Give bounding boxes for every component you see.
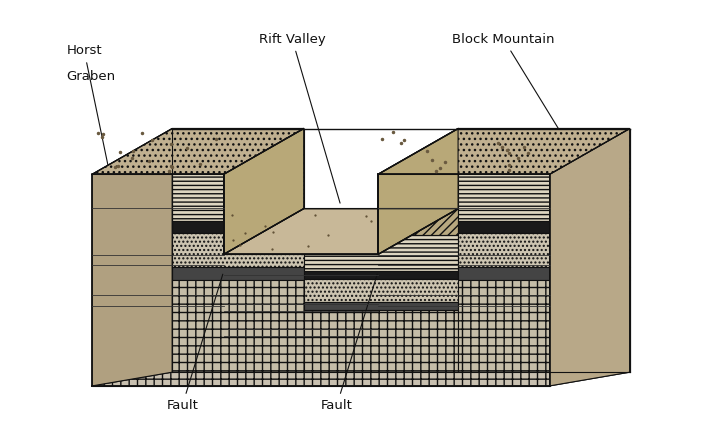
Polygon shape bbox=[458, 267, 629, 280]
Polygon shape bbox=[378, 255, 550, 265]
Polygon shape bbox=[92, 295, 223, 305]
Polygon shape bbox=[378, 305, 550, 386]
Polygon shape bbox=[378, 295, 550, 305]
Polygon shape bbox=[92, 129, 304, 174]
Polygon shape bbox=[304, 235, 458, 271]
Polygon shape bbox=[304, 302, 458, 310]
Polygon shape bbox=[172, 267, 304, 280]
Text: Horst: Horst bbox=[67, 44, 109, 169]
Text: Rift Valley: Rift Valley bbox=[259, 33, 340, 203]
Polygon shape bbox=[378, 208, 550, 255]
Polygon shape bbox=[92, 174, 223, 208]
Polygon shape bbox=[172, 280, 304, 372]
Text: Fault: Fault bbox=[321, 274, 377, 412]
Polygon shape bbox=[172, 221, 304, 233]
Polygon shape bbox=[304, 271, 458, 279]
Polygon shape bbox=[304, 279, 458, 302]
Polygon shape bbox=[458, 221, 629, 233]
Polygon shape bbox=[458, 168, 629, 221]
Polygon shape bbox=[92, 255, 223, 265]
Polygon shape bbox=[223, 129, 304, 254]
Polygon shape bbox=[458, 280, 629, 372]
Polygon shape bbox=[378, 129, 458, 254]
Polygon shape bbox=[223, 311, 378, 330]
Polygon shape bbox=[223, 209, 458, 254]
Polygon shape bbox=[458, 233, 629, 267]
Polygon shape bbox=[172, 129, 304, 168]
Polygon shape bbox=[92, 372, 629, 386]
Polygon shape bbox=[378, 265, 550, 295]
Polygon shape bbox=[172, 233, 304, 267]
Polygon shape bbox=[550, 129, 629, 386]
Polygon shape bbox=[92, 129, 172, 386]
Polygon shape bbox=[92, 265, 223, 295]
Text: Graben: Graben bbox=[67, 70, 115, 83]
Polygon shape bbox=[458, 129, 629, 168]
Polygon shape bbox=[92, 208, 223, 255]
Polygon shape bbox=[223, 336, 378, 386]
Polygon shape bbox=[378, 174, 550, 208]
Polygon shape bbox=[304, 310, 458, 372]
Polygon shape bbox=[92, 305, 223, 386]
Polygon shape bbox=[304, 209, 458, 235]
Polygon shape bbox=[223, 275, 378, 305]
Polygon shape bbox=[172, 168, 304, 221]
Text: Block Mountain: Block Mountain bbox=[453, 33, 571, 149]
Polygon shape bbox=[223, 305, 378, 311]
Polygon shape bbox=[378, 129, 629, 174]
Text: Fault: Fault bbox=[166, 274, 223, 412]
Polygon shape bbox=[223, 254, 378, 275]
Polygon shape bbox=[223, 330, 378, 336]
